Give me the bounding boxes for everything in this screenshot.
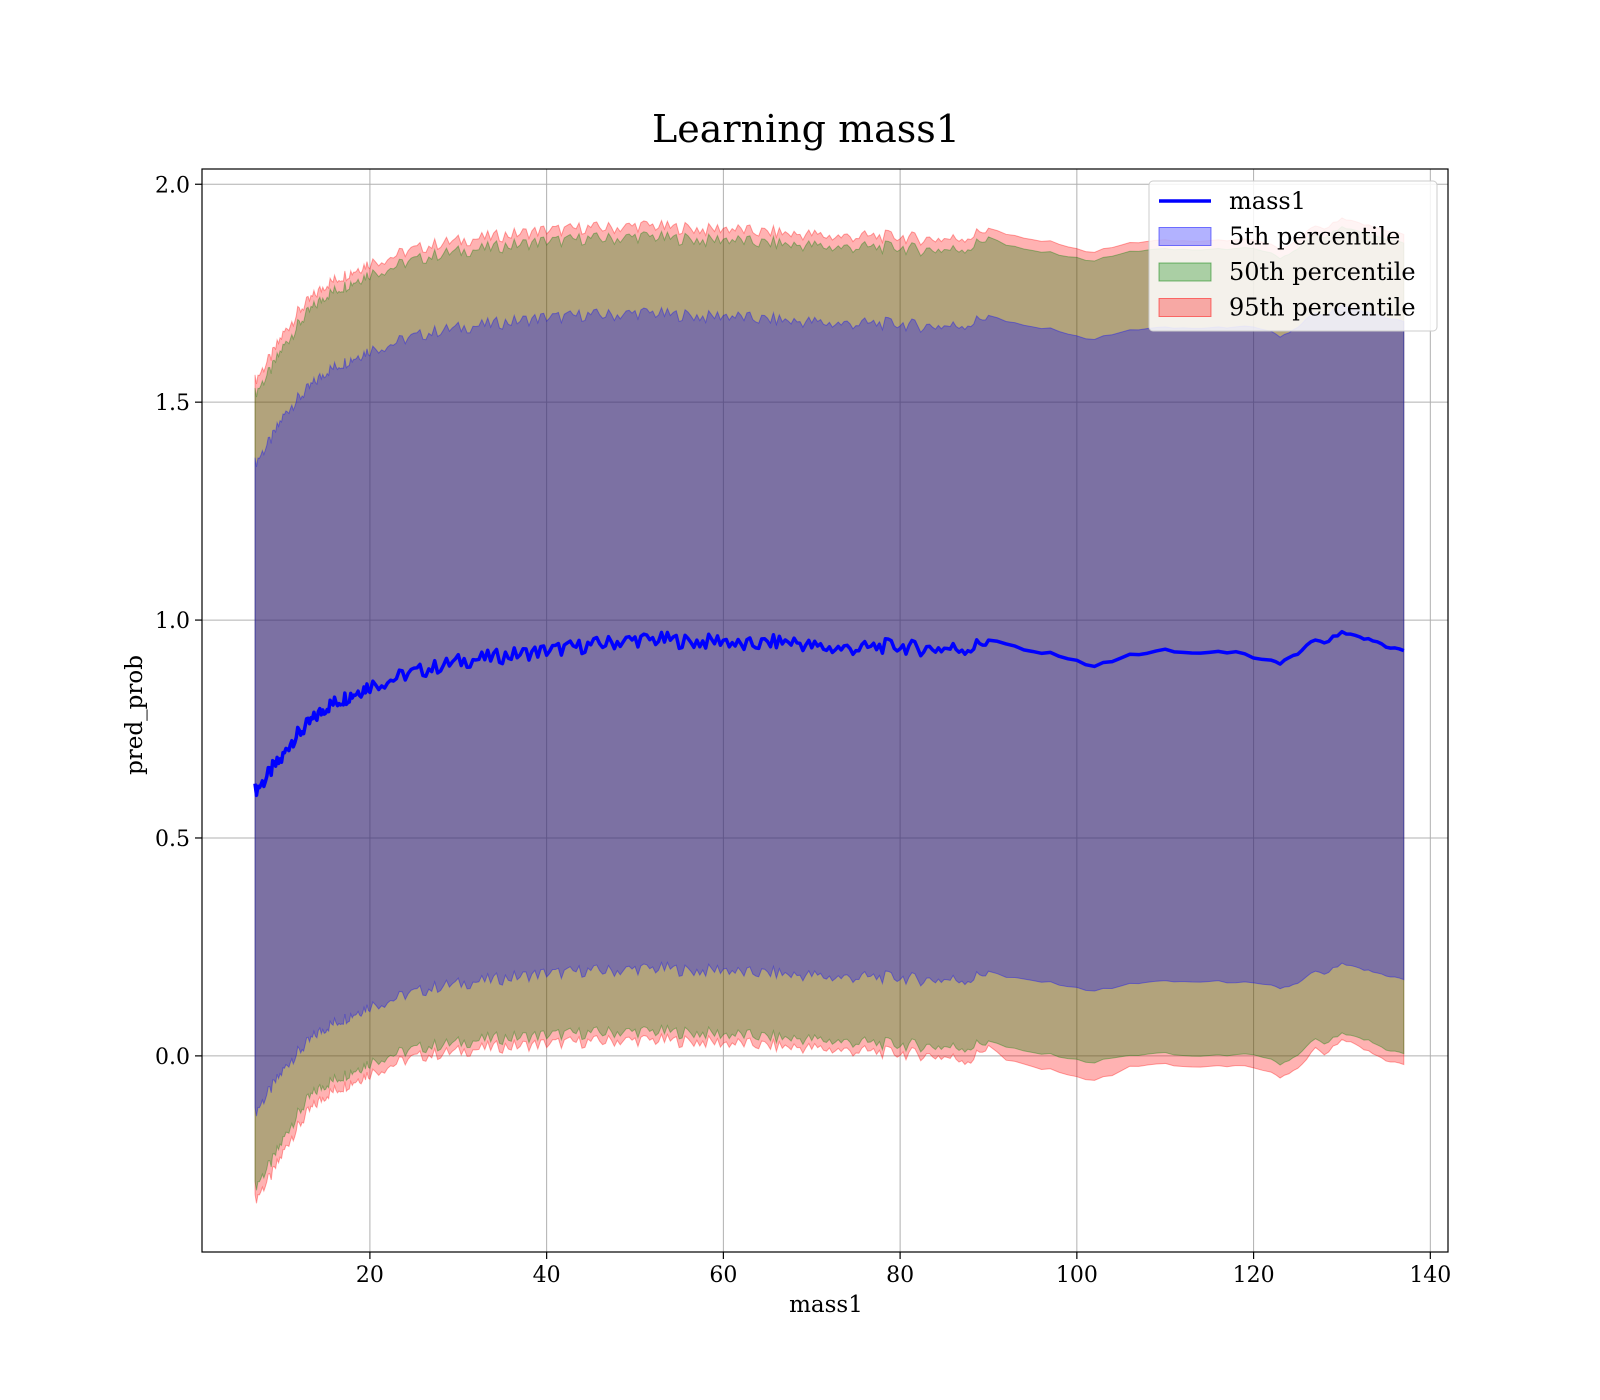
x-tick-label: 80 xyxy=(886,1263,914,1288)
x-axis: 20 40 60 80 100 120 140 xyxy=(356,1252,1451,1288)
y-tick-label: 1.5 xyxy=(155,391,190,416)
band-1 xyxy=(254,225,1405,1191)
legend: mass1 5th percentile 50th percentile 95th p… xyxy=(1148,180,1438,332)
x-tick-label: 20 xyxy=(356,1263,384,1288)
legend-patch-swatch xyxy=(1158,227,1212,246)
band-2 xyxy=(254,304,1405,1117)
legend-patch-swatch xyxy=(1158,298,1212,317)
y-tick-label: 2.0 xyxy=(155,173,190,198)
legend-label: 5th percentile xyxy=(1229,223,1400,251)
band-0 xyxy=(254,217,1405,1204)
y-tick-label: 0.0 xyxy=(155,1045,190,1070)
x-tick-label: 140 xyxy=(1409,1263,1451,1288)
x-tick-label: 60 xyxy=(709,1263,737,1288)
legend-box xyxy=(1148,180,1438,332)
series-line-0 xyxy=(253,629,1405,798)
plot-frame xyxy=(201,168,1449,1253)
y-tick-label: 1.0 xyxy=(155,609,190,634)
grid xyxy=(202,169,1448,1252)
y-axis: 0.0 0.5 1.0 1.5 2.0 xyxy=(155,173,202,1070)
legend-label: mass1 xyxy=(1229,187,1306,215)
y-axis-label: pred_prob xyxy=(122,655,148,775)
y-tick-label: 0.5 xyxy=(155,827,190,852)
x-tick-label: 40 xyxy=(533,1263,561,1288)
x-tick-label: 100 xyxy=(1056,1263,1098,1288)
x-tick-label: 120 xyxy=(1233,1263,1275,1288)
series-lines xyxy=(253,629,1405,798)
legend-label: 50th percentile xyxy=(1229,258,1416,286)
percentile-bands xyxy=(254,217,1405,1204)
legend-label: 95th percentile xyxy=(1229,294,1416,322)
legend-patch-swatch xyxy=(1158,262,1212,282)
x-axis-label: mass1 xyxy=(789,1292,863,1318)
chart-title: Learning mass1 xyxy=(652,107,960,151)
